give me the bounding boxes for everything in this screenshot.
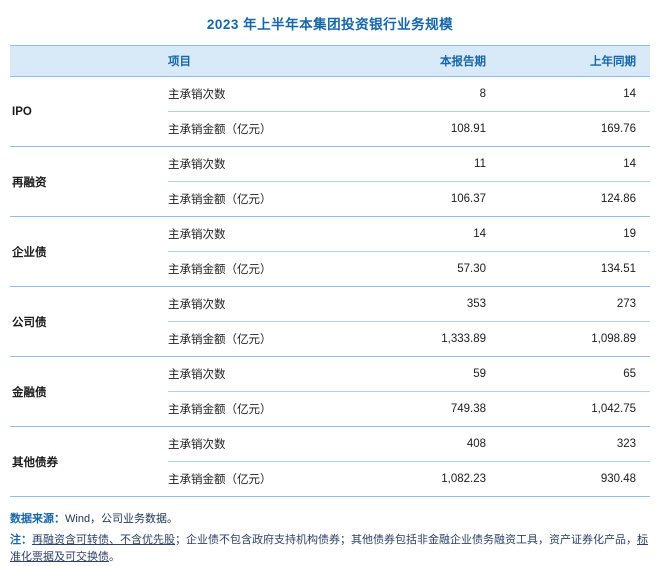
table-row: IPO 主承销次数 8 14 — [10, 76, 650, 147]
value-prior: 124.86 — [500, 181, 650, 217]
value-prior: 169.76 — [500, 111, 650, 147]
investment-banking-table: 项目 本报告期 上年同期 IPO 主承销次数 8 14 主承销金额（亿元） 10… — [10, 45, 650, 497]
category-cell-corporate-bond: 公司债 — [10, 286, 168, 357]
row-label: 主承销金额（亿元） — [168, 181, 350, 217]
note-line: 注：再融资含可转债、不含优先股；企业债不包含政府支持机构债券；其他债券包括非金融… — [10, 532, 650, 566]
value-prior: 930.48 — [500, 461, 650, 497]
row-label: 主承销次数 — [168, 356, 350, 392]
value-current: 108.91 — [350, 111, 500, 147]
page-title: 2023 年上半年本集团投资银行业务规模 — [206, 17, 454, 32]
table-row: 企业债 主承销次数 14 19 — [10, 216, 650, 287]
value-prior: 19 — [500, 216, 650, 252]
value-prior: 14 — [500, 146, 650, 182]
table-row: 公司债 主承销次数 353 273 — [10, 286, 650, 357]
category-cell-other-bonds: 其他债券 — [10, 426, 168, 497]
row-label: 主承销金额（亿元） — [168, 321, 350, 357]
row-label: 主承销金额（亿元） — [168, 111, 350, 147]
note-label: 注： — [10, 534, 32, 546]
value-current: 749.38 — [350, 391, 500, 427]
value-prior: 14 — [500, 76, 650, 112]
table-row: 主承销金额（亿元） 749.38 1,042.75 — [10, 391, 650, 427]
value-prior: 323 — [500, 426, 650, 462]
value-current: 57.30 — [350, 251, 500, 287]
row-label: 主承销金额（亿元） — [168, 391, 350, 427]
value-current: 59 — [350, 356, 500, 392]
table-row: 主承销金额（亿元） 106.37 124.86 — [10, 181, 650, 217]
row-label: 主承销金额（亿元） — [168, 461, 350, 497]
row-label: 主承销次数 — [168, 146, 350, 182]
value-current: 1,333.89 — [350, 321, 500, 357]
column-header-item: 项目 — [168, 45, 350, 77]
value-prior: 1,042.75 — [500, 391, 650, 427]
data-source-label: 数据来源： — [10, 513, 65, 525]
data-source-text: Wind，公司业务数据。 — [65, 513, 179, 525]
value-current: 353 — [350, 286, 500, 322]
note-link-refinancing-terms[interactable]: 再融资含可转债、不含优先股 — [32, 534, 175, 546]
column-header-prior-period: 上年同期 — [500, 45, 650, 77]
table-header-row: 项目 本报告期 上年同期 — [10, 45, 650, 77]
column-header-current-period: 本报告期 — [350, 45, 500, 77]
table-row: 主承销金额（亿元） 1,082.23 930.48 — [10, 461, 650, 497]
value-prior: 65 — [500, 356, 650, 392]
category-cell-financial-bond: 金融债 — [10, 356, 168, 427]
table-row: 其他债券 主承销次数 408 323 — [10, 426, 650, 497]
table-row: 主承销金额（亿元） 1,333.89 1,098.89 — [10, 321, 650, 357]
note-text-period: 。 — [109, 551, 120, 563]
value-current: 1,082.23 — [350, 461, 500, 497]
category-cell-ipo: IPO — [10, 76, 168, 147]
value-prior: 1,098.89 — [500, 321, 650, 357]
table-row: 再融资 主承销次数 11 14 — [10, 146, 650, 217]
table-row: 金融债 主承销次数 59 65 — [10, 356, 650, 427]
note-text-middle: ；企业债不包含政府支持机构债券；其他债券包括非金融企业债务融资工具，资产证券化产… — [175, 534, 637, 546]
table-footnotes: 数据来源：Wind，公司业务数据。 注：再融资含可转债、不含优先股；企业债不包含… — [10, 497, 650, 566]
category-cell-enterprise-bond: 企业债 — [10, 216, 168, 287]
value-current: 106.37 — [350, 181, 500, 217]
row-label: 主承销次数 — [168, 216, 350, 252]
row-label: 主承销金额（亿元） — [168, 251, 350, 287]
table-row: 主承销金额（亿元） 57.30 134.51 — [10, 251, 650, 287]
value-prior: 273 — [500, 286, 650, 322]
header-spacer-cell — [10, 45, 168, 77]
row-label: 主承销次数 — [168, 76, 350, 112]
table-row: 主承销金额（亿元） 108.91 169.76 — [10, 111, 650, 147]
value-prior: 134.51 — [500, 251, 650, 287]
value-current: 408 — [350, 426, 500, 462]
value-current: 14 — [350, 216, 500, 252]
value-current: 11 — [350, 146, 500, 182]
row-label: 主承销次数 — [168, 286, 350, 322]
value-current: 8 — [350, 76, 500, 112]
row-label: 主承销次数 — [168, 426, 350, 462]
data-source-line: 数据来源：Wind，公司业务数据。 — [10, 510, 650, 526]
category-cell-refinancing: 再融资 — [10, 146, 168, 217]
